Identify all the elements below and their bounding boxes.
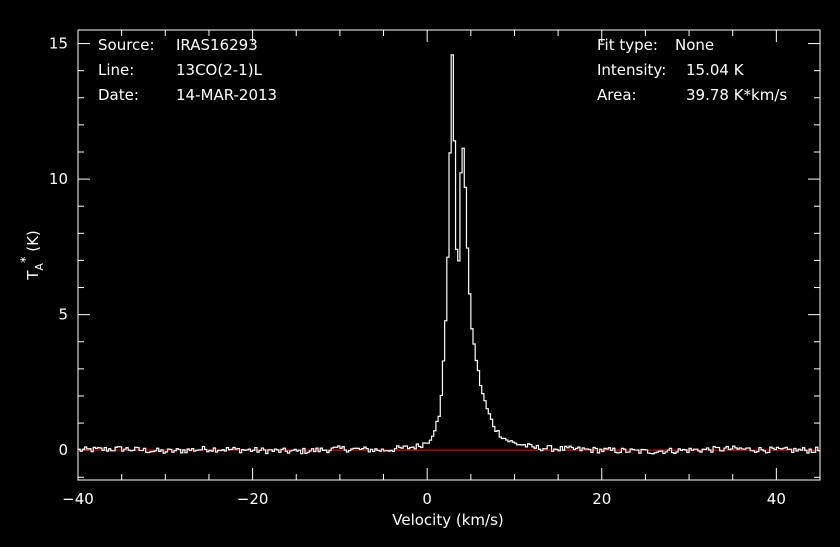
y-tick-label: 15 (49, 35, 68, 53)
axis-tick-labels: −40 −20 0 20 40 0 5 10 15 (49, 35, 786, 508)
y-tick-label: 5 (58, 306, 68, 324)
y-tick-label: 10 (49, 170, 68, 188)
x-tick-label: 40 (767, 490, 786, 508)
y-axis-label: TA* (K) (19, 230, 46, 281)
intensity-value: 15.04 K (686, 61, 745, 79)
axis-ticks (77, 30, 821, 480)
x-axis-label: Velocity (km/s) (392, 511, 503, 529)
date-label: Date: (98, 86, 139, 104)
x-tick-label: 0 (422, 490, 432, 508)
fit-type-value: None (675, 36, 714, 54)
x-tick-label: −20 (237, 490, 269, 508)
line-label: Line: (98, 61, 134, 79)
x-tick-label: 20 (592, 490, 611, 508)
source-value: IRAS16293 (176, 36, 258, 54)
spectrum-series-line (78, 54, 820, 455)
line-value: 13CO(2-1)L (176, 61, 263, 79)
source-label: Source: (98, 36, 155, 54)
area-value: 39.78 K*km/s (686, 86, 787, 104)
svg-text:TA* (K): TA* (K) (19, 230, 46, 281)
plot-frame (77, 29, 821, 481)
date-value: 14-MAR-2013 (176, 86, 277, 104)
fit-type-label: Fit type: (597, 36, 658, 54)
y-tick-label: 0 (58, 441, 68, 459)
x-tick-label: −40 (62, 490, 94, 508)
area-label: Area: (597, 86, 637, 104)
info-left: Source: IRAS16293 Line: 13CO(2-1)L Date:… (98, 36, 277, 104)
intensity-label: Intensity: (597, 61, 666, 79)
info-right: Fit type: None Intensity: 15.04 K Area: … (597, 36, 787, 104)
